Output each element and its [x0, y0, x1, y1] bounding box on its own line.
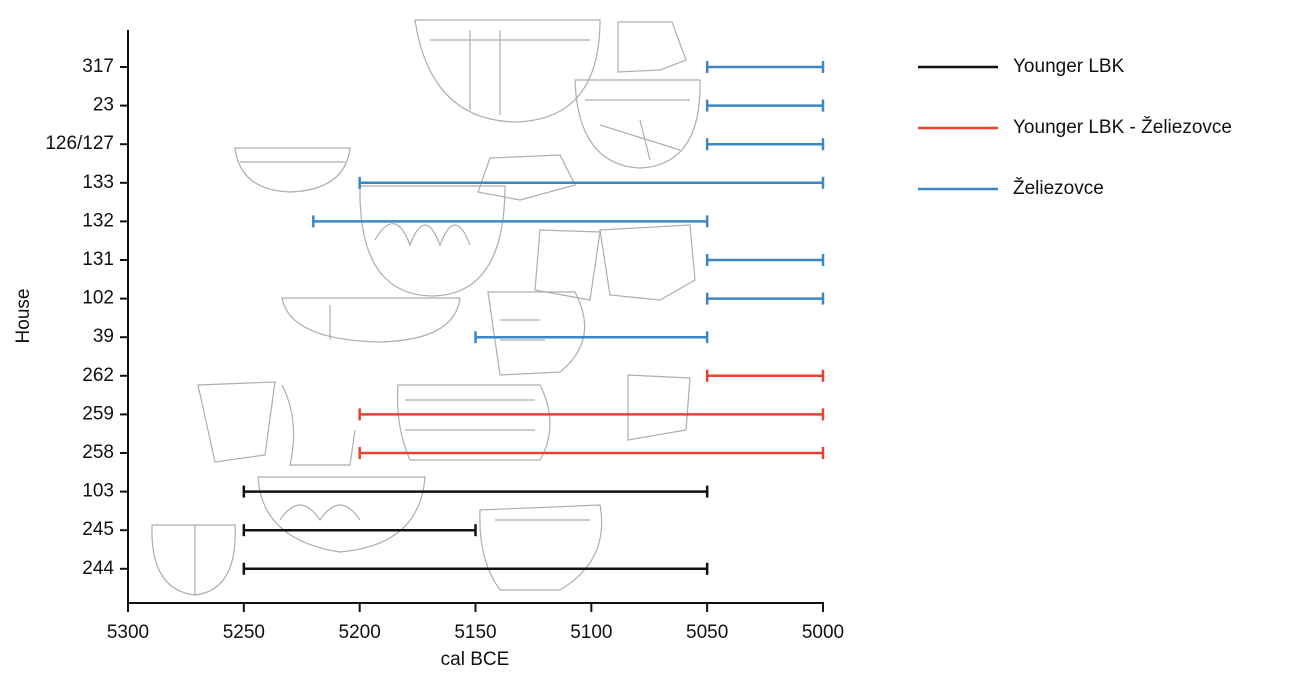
y-tick-label: 103 — [82, 481, 114, 502]
x-tick-label: 5000 — [802, 622, 844, 643]
y-tick-label: 317 — [82, 56, 114, 77]
legend-label: Younger LBK - Želiezovce — [1013, 116, 1232, 138]
pottery-sketches — [151, 19, 701, 596]
x-tick-label: 5150 — [454, 622, 496, 643]
legend-label: Younger LBK — [1013, 56, 1125, 77]
y-tick-label: 39 — [93, 326, 114, 347]
y-tick-label: 133 — [82, 172, 114, 193]
y-tick-label: 126/127 — [45, 133, 114, 154]
x-tick-label: 5100 — [570, 622, 612, 643]
x-tick-label: 5050 — [686, 622, 728, 643]
y-tick-label: 245 — [82, 519, 114, 540]
x-tick-label: 5250 — [223, 622, 265, 643]
y-tick-label: 23 — [93, 95, 114, 116]
y-tick-label: 262 — [82, 365, 114, 386]
y-axis-label: House — [13, 289, 34, 344]
y-tick-label: 244 — [82, 558, 114, 579]
y-tick-label: 132 — [82, 210, 114, 231]
y-tick-label: 131 — [82, 249, 114, 270]
legend-label: Želiezovce — [1013, 177, 1104, 199]
y-tick-label: 259 — [82, 403, 114, 424]
y-tick-label: 258 — [82, 442, 114, 463]
y-tick-label: 102 — [82, 288, 114, 309]
x-axis-label: cal BCE — [441, 649, 510, 670]
x-tick-label: 5200 — [339, 622, 381, 643]
x-tick-label: 5300 — [107, 622, 149, 643]
